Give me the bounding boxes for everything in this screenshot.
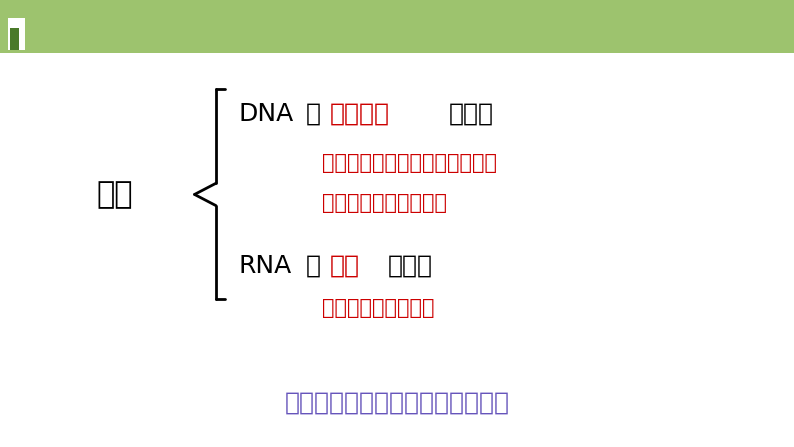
Text: 核酸）: 核酸） [449,102,494,126]
Text: 核糖: 核糖 [330,254,360,278]
Text: RNA: RNA [238,254,291,278]
Text: 脱氧核糖: 脱氧核糖 [330,102,390,126]
Text: （: （ [306,254,321,278]
Text: 核酸: 核酸 [97,180,133,209]
FancyBboxPatch shape [0,0,794,53]
Text: 主要分布在细胞质中: 主要分布在细胞质中 [322,299,434,318]
FancyBboxPatch shape [8,18,25,50]
Text: （: （ [306,102,321,126]
Text: 少量在线粒体、叶绻体: 少量在线粒体、叶绻体 [322,194,446,213]
Text: DNA: DNA [238,102,294,126]
Text: 真核细胞分布：主要在细胞核，: 真核细胞分布：主要在细胞核， [322,153,496,173]
Text: 核酸是细胞内携带遗传信息的物质: 核酸是细胞内携带遗传信息的物质 [284,390,510,414]
Text: 核酸）: 核酸） [387,254,433,278]
FancyBboxPatch shape [10,28,19,50]
